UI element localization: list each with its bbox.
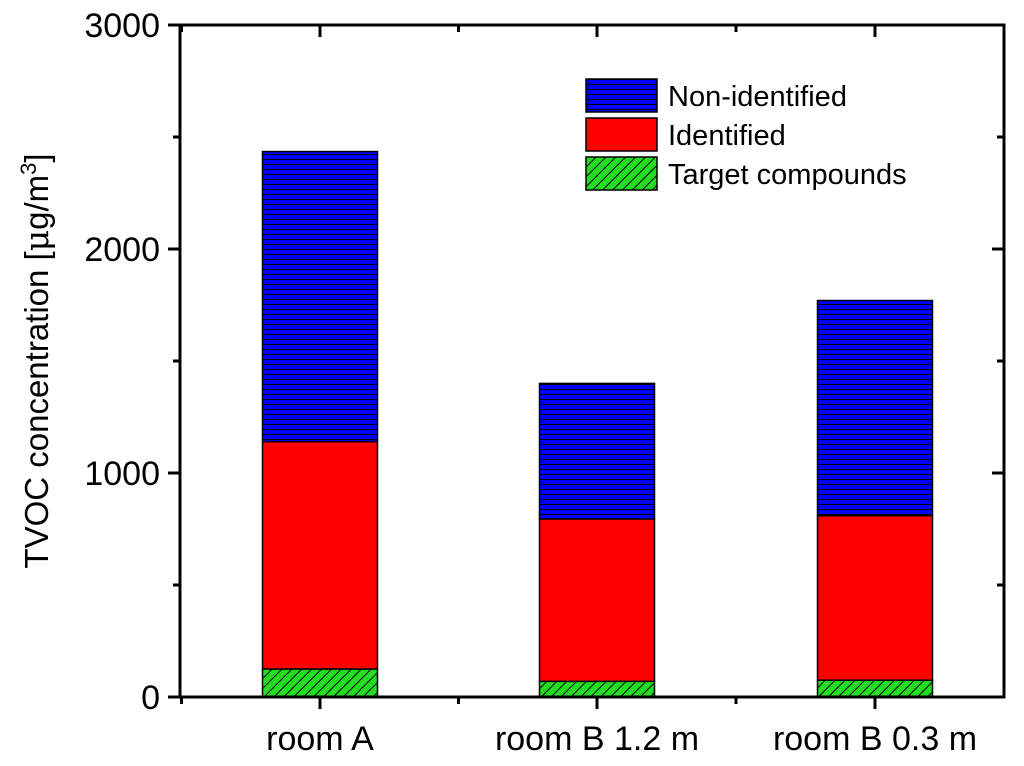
ticks-layer	[168, 23, 1004, 709]
y-axis-label-main: TVOC concentration [	[18, 251, 55, 568]
legend-swatch-non-identified	[585, 78, 658, 113]
bars-layer	[261, 150, 934, 698]
y-tick-label: 3000	[84, 7, 160, 45]
bar-target-compounds-2	[538, 680, 656, 698]
x-tick-label: room B 0.3 m	[773, 720, 977, 758]
bar-non-identified-1	[261, 150, 379, 443]
y-axis-label-sup: 3	[16, 163, 41, 175]
x-tick-label: room B 1.2 m	[495, 720, 699, 758]
y-axis-label-close: ]	[18, 153, 55, 162]
bar-target-compounds-1	[261, 668, 379, 698]
legend-label-identified: Identified	[668, 120, 786, 152]
bar-identified-2	[538, 518, 656, 683]
y-axis-label-mu: μ	[17, 230, 56, 251]
bar-non-identified-2	[538, 382, 656, 520]
bar-non-identified-3	[816, 299, 934, 517]
y-tick-label: 2000	[84, 231, 160, 269]
bar-identified-3	[816, 514, 934, 681]
x-tick-label: room A	[266, 720, 374, 758]
legend-label-target-compounds: Target compounds	[668, 159, 907, 191]
y-tick-label: 0	[141, 679, 160, 717]
legend-label-non-identified: Non-identified	[668, 81, 847, 113]
y-tick-label: 1000	[84, 455, 160, 493]
bar-target-compounds-3	[816, 679, 934, 698]
labels-layer: 0 1000 2000 3000 room A room B 1.2 m room B 0.…	[84, 7, 977, 758]
legend: Non-identified Identified Target compounds	[585, 78, 907, 191]
legend-swatch-identified	[585, 117, 658, 152]
y-axis-label-unit: g/m	[18, 175, 55, 230]
legend-swatch-target-compounds	[585, 156, 658, 191]
bar-identified-1	[261, 440, 379, 670]
y-axis-label: TVOC concentration [μg/m3]	[16, 153, 56, 568]
